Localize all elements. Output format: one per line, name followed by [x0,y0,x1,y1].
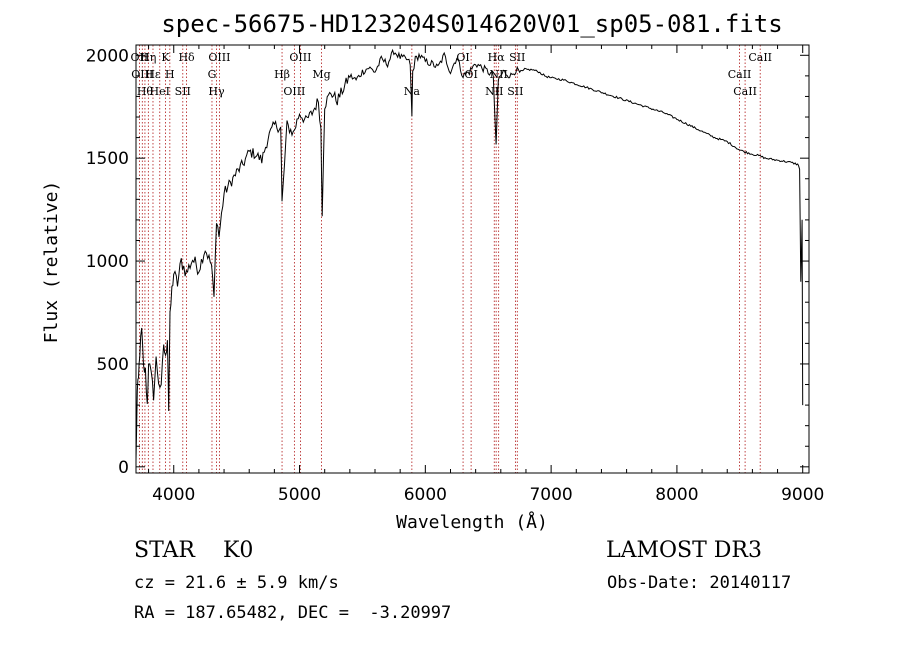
spectral-line-label: SII [507,85,523,98]
y-axis-ticks: 0 500 1000 1500 2000 [86,46,809,478]
y-tick-label: 1500 [86,149,129,169]
plot-frame [135,44,810,474]
spectral-line-label: K [161,51,170,64]
survey-name: LAMOST DR3 [606,538,762,563]
spectral-line-label: OII [131,51,149,64]
subclass-text: K0 [222,538,254,563]
spectral-line-label: OIII [208,51,230,64]
spectral-line-label: OIII [131,68,153,81]
ra-dec-coordinates: RA = 187.65482, DEC = -3.20997 [134,603,452,623]
y-tick-label: 2000 [86,46,129,66]
y-axis-label: Flux (relative) [41,181,62,344]
spectral-line-label: CaII [748,51,772,64]
object-class: STAR K0 [134,538,253,563]
spectral-line-labels: OIIOIIIHθHηHεHeIKHSIIHδGHγOIIIHβOIIIOIII… [131,51,772,98]
x-tick-label: 8000 [655,485,698,505]
chart-title: spec-56675-HD123204S014620V01_sp05-081.f… [161,10,782,38]
observation-date: Obs-Date: 20140117 [607,573,792,593]
spectral-line-label: Hδ [178,51,195,64]
object-class-text: STAR [134,538,195,563]
spectral-line-label: HeI [150,85,170,98]
spectral-line-label: Hη [140,51,156,64]
spectral-line-label: Hγ [208,85,225,98]
spectral-line-label: OI [456,51,469,64]
spectral-line-label: CaII [733,85,757,98]
spectral-line-label: Hε [145,68,161,81]
x-tick-label: 5000 [278,485,321,505]
y-tick-label: 1000 [86,252,129,272]
y-tick-label: 0 [118,458,129,478]
spectral-line-label: OIII [283,85,305,98]
x-tick-label: 4000 [152,485,195,505]
x-tick-label: 7000 [529,485,572,505]
spectral-line-label: SII [175,85,191,98]
x-axis-ticks: 4000 5000 6000 7000 8000 9000 [148,45,824,505]
x-tick-label: 6000 [404,485,447,505]
spectral-line-label: Hθ [137,85,154,98]
spectral-line-markers [138,45,761,473]
spectral-line-label: Hα [488,51,506,64]
spectral-line-label: Hβ [274,68,290,81]
redshift-velocity: cz = 21.6 ± 5.9 km/s [134,573,339,593]
spectral-line-label: SII [509,51,525,64]
y-tick-label: 500 [97,355,129,375]
spectral-line-label: OI [464,68,477,81]
spectral-line-label: Mg [312,68,330,81]
spectral-line-label: OIII [289,51,311,64]
spectrum-line [135,48,804,461]
spectral-line-label: G [208,68,217,81]
spectral-line-label: CaII [728,68,752,81]
x-tick-label: 9000 [781,485,824,505]
x-axis-label: Wavelength (Å) [396,511,548,533]
spectral-line-label: H [165,68,175,81]
